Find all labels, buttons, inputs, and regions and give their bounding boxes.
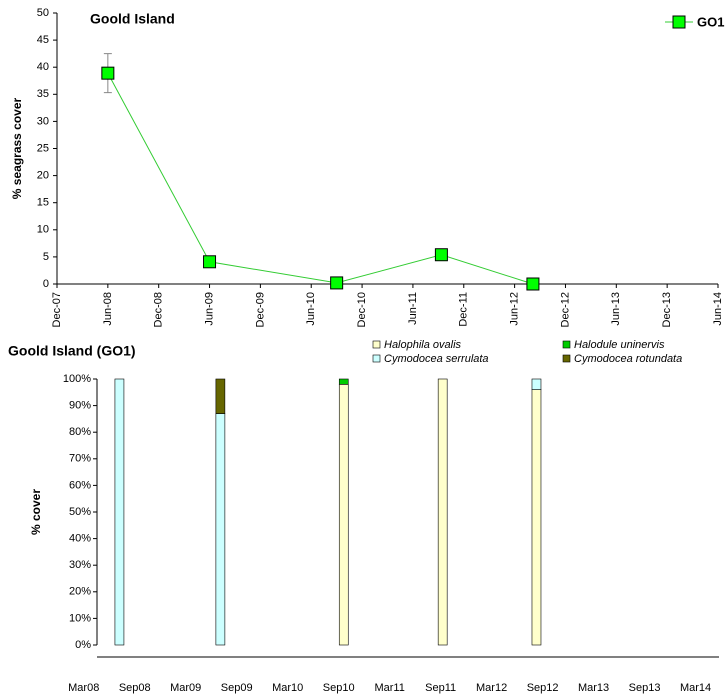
series-line [107, 72, 534, 285]
y-tick-label: 20% [69, 586, 91, 598]
x-tick-label: Sep08 [119, 682, 151, 694]
x-tick-label: Dec-07 [51, 292, 63, 327]
legend-swatch [372, 340, 381, 349]
legend-label: Cymodocea serrulata [384, 353, 489, 365]
legend-label: Halophila ovalis [384, 339, 462, 351]
legend-label: GO1 [697, 14, 724, 29]
chart-title: Goold Island (GO1) [8, 343, 136, 359]
x-tick-label: Dec-13 [661, 292, 673, 327]
marker [330, 276, 344, 290]
legend-label: Halodule uninervis [574, 339, 665, 351]
x-tick-label: Jun-08 [102, 292, 114, 326]
bar-segment [531, 378, 542, 390]
marker [203, 255, 217, 269]
legend-marker [672, 15, 686, 29]
y-tick-label: 20 [37, 170, 49, 182]
x-tick-label: Dec-11 [458, 292, 470, 327]
bar-segment [215, 413, 226, 646]
x-tick-label: Dec-12 [559, 292, 571, 327]
y-tick-label: 40% [69, 533, 91, 545]
y-tick-label: 30 [37, 115, 49, 127]
x-tick-label: Mar10 [272, 682, 303, 694]
y-axis-title: % cover [29, 489, 43, 535]
legend-swatch [562, 340, 571, 349]
y-tick-label: 60% [69, 479, 91, 491]
x-tick-label: Dec-10 [356, 292, 368, 327]
x-tick-label: Jun-13 [610, 292, 622, 326]
bar-segment [338, 384, 349, 646]
x-tick-label: Mar13 [578, 682, 609, 694]
x-tick-label: Jun-14 [712, 292, 724, 326]
bar-segment [215, 378, 226, 414]
marker [434, 248, 448, 262]
bar-segment [114, 378, 125, 646]
y-tick-label: 100% [63, 373, 91, 385]
marker [526, 277, 540, 291]
y-tick-label: 70% [69, 453, 91, 465]
y-tick-label: 90% [69, 400, 91, 412]
x-tick-label: Mar08 [68, 682, 99, 694]
x-tick-label: Mar09 [170, 682, 201, 694]
x-tick-label: Jun-09 [203, 292, 215, 326]
y-tick-label: 30% [69, 559, 91, 571]
y-tick-label: 5 [43, 251, 49, 263]
y-tick-label: 0 [43, 278, 49, 290]
y-tick-label: 45 [37, 34, 49, 46]
x-tick-label: Sep12 [527, 682, 559, 694]
x-tick-label: Sep11 [425, 682, 456, 694]
y-tick-label: 80% [69, 426, 91, 438]
x-tick-label: Jun-12 [509, 292, 521, 326]
y-tick-label: 35 [37, 88, 49, 100]
x-tick-label: Jun-10 [305, 292, 317, 326]
bar-segment [531, 389, 542, 646]
x-tick-label: Dec-09 [254, 292, 266, 327]
x-tick-label: Sep10 [323, 682, 355, 694]
chart-title: Goold Island [90, 11, 175, 27]
x-tick-label: Mar14 [680, 682, 711, 694]
y-tick-label: 10 [37, 224, 49, 236]
y-tick-label: 0% [75, 639, 91, 651]
y-tick-label: 50% [69, 506, 91, 518]
marker [101, 66, 115, 80]
y-tick-label: 25 [37, 142, 49, 154]
x-tick-label: Sep09 [221, 682, 253, 694]
bar-segment [437, 378, 448, 646]
x-tick-label: Jun-11 [407, 292, 419, 325]
y-tick-label: 50 [37, 7, 49, 19]
legend-label: Cymodocea rotundata [574, 353, 682, 365]
legend-swatch [372, 354, 381, 363]
y-tick-label: 15 [37, 197, 49, 209]
x-tick-label: Dec-08 [153, 292, 165, 327]
y-tick-label: 40 [37, 61, 49, 73]
y-axis-title: % seagrass cover [10, 97, 24, 199]
bar-segment [338, 378, 349, 385]
x-tick-label: Mar12 [476, 682, 507, 694]
y-tick-label: 10% [69, 612, 91, 624]
x-tick-label: Sep13 [629, 682, 661, 694]
x-tick-label: Mar11 [374, 682, 404, 694]
legend-swatch [562, 354, 571, 363]
